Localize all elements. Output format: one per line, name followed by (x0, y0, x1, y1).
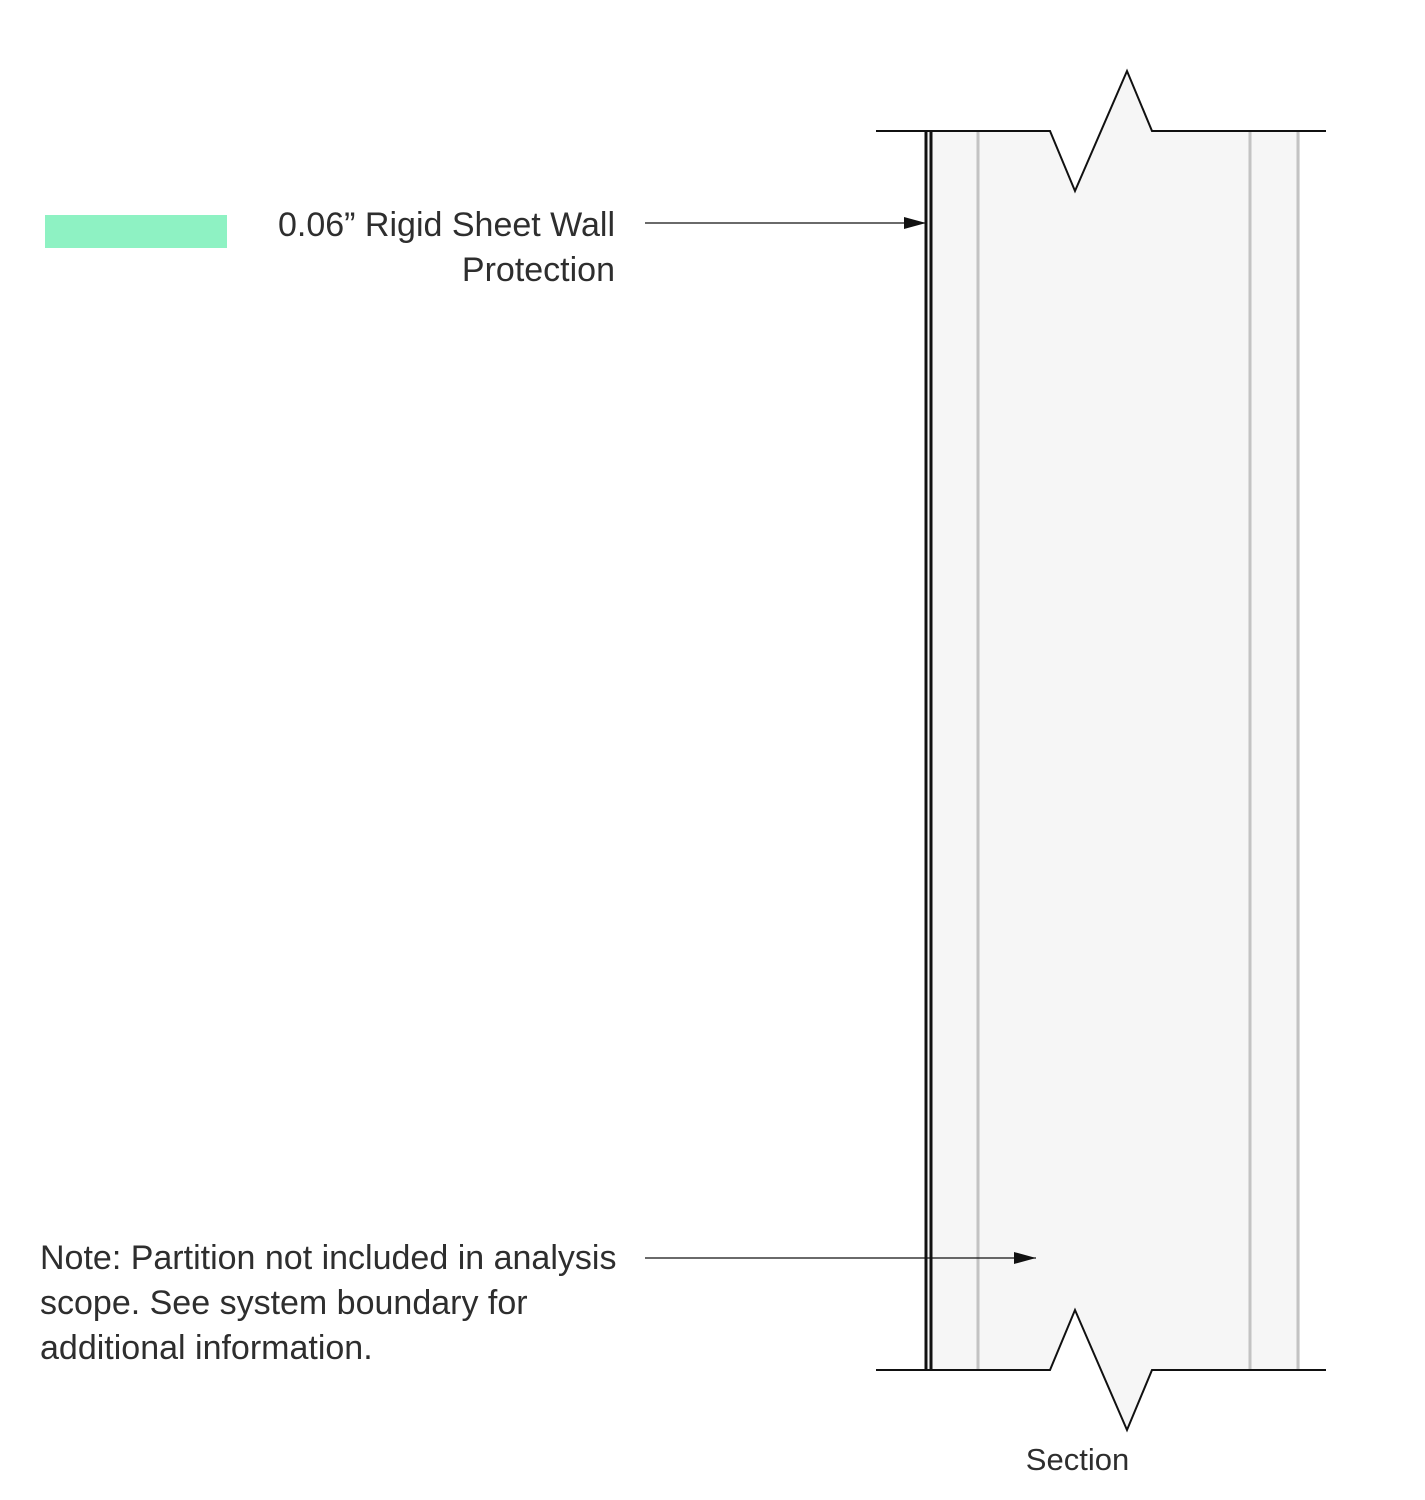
partition-note: Note: Partition not included in analysis… (40, 1239, 617, 1367)
section-label: Section (1025, 1442, 1130, 1477)
wall-body (928, 71, 1300, 1430)
rigid-sheet-label: 0.06” Rigid Sheet Wall Protection (277, 206, 615, 289)
bottom-outline (876, 1307, 1326, 1433)
legend-swatch (45, 215, 227, 248)
top-outline (876, 68, 1326, 194)
